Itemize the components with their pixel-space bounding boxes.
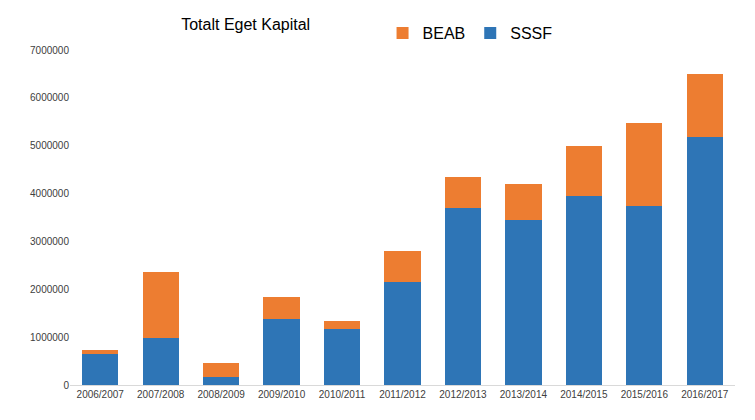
svg-text:2006/2007: 2006/2007: [77, 389, 125, 400]
svg-text:5000000: 5000000: [30, 140, 69, 151]
svg-text:2013/2014: 2013/2014: [500, 389, 548, 400]
svg-text:7000000: 7000000: [30, 45, 69, 56]
svg-text:1000000: 1000000: [30, 332, 69, 343]
svg-text:6000000: 6000000: [30, 92, 69, 103]
svg-text:BEAB: BEAB: [423, 25, 466, 42]
svg-text:2012/2013: 2012/2013: [439, 389, 487, 400]
svg-text:Totalt Eget Kapital: Totalt Eget Kapital: [181, 16, 310, 33]
svg-text:2011/2012: 2011/2012: [379, 389, 426, 400]
svg-text:2014/2015: 2014/2015: [560, 389, 608, 400]
svg-text:2008/2009: 2008/2009: [197, 389, 245, 400]
svg-text:3000000: 3000000: [30, 236, 69, 247]
svg-text:2016/2017: 2016/2017: [681, 389, 729, 400]
svg-text:2015/2016: 2015/2016: [621, 389, 669, 400]
svg-text:2009/2010: 2009/2010: [258, 389, 306, 400]
svg-text:4000000: 4000000: [30, 188, 69, 199]
svg-text:SSSF: SSSF: [510, 25, 552, 42]
svg-text:2000000: 2000000: [30, 284, 69, 295]
svg-text:2010/2011: 2010/2011: [319, 389, 366, 400]
svg-text:0: 0: [63, 380, 69, 391]
svg-text:2007/2008: 2007/2008: [137, 389, 185, 400]
